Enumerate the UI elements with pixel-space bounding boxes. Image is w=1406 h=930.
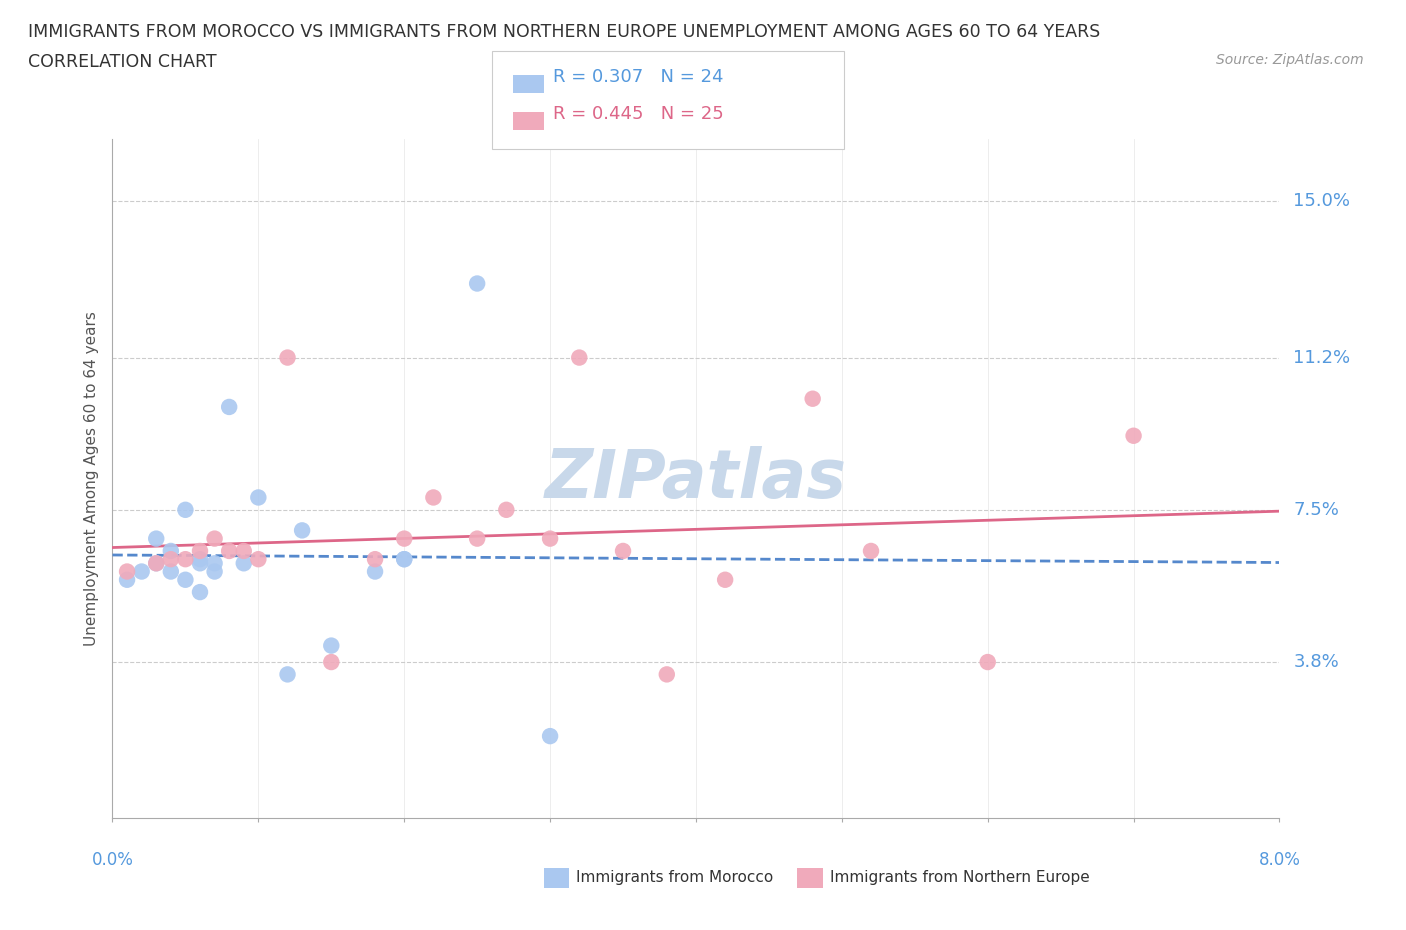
Text: R = 0.445   N = 25: R = 0.445 N = 25 [553,105,723,124]
Text: 3.8%: 3.8% [1294,653,1339,671]
Point [801,392,824,406]
Point [218,543,240,558]
Point [976,655,998,670]
Text: IMMIGRANTS FROM MOROCCO VS IMMIGRANTS FROM NORTHERN EUROPE UNEMPLOYMENT AMONG AG: IMMIGRANTS FROM MOROCCO VS IMMIGRANTS FR… [28,23,1101,41]
Point [188,585,211,600]
Point [568,350,591,365]
Point [145,531,167,546]
Point [204,531,226,546]
Point [495,502,517,517]
Point [247,490,270,505]
Text: CORRELATION CHART: CORRELATION CHART [28,53,217,71]
Point [714,572,737,587]
Point [145,556,167,571]
Point [188,551,211,566]
Point [188,543,211,558]
Text: 7.5%: 7.5% [1294,501,1340,519]
Text: 8.0%: 8.0% [1258,851,1301,869]
Point [276,350,298,365]
Point [364,551,387,566]
Point [232,543,254,558]
Point [131,565,153,579]
Y-axis label: Unemployment Among Ages 60 to 64 years: Unemployment Among Ages 60 to 64 years [83,312,98,646]
Point [115,565,138,579]
Text: Immigrants from Morocco: Immigrants from Morocco [576,870,773,885]
Point [465,531,488,546]
Point [247,551,270,566]
Text: Immigrants from Northern Europe: Immigrants from Northern Europe [830,870,1090,885]
Point [392,531,416,546]
Point [392,551,416,566]
Text: R = 0.307   N = 24: R = 0.307 N = 24 [553,68,723,86]
Point [115,572,138,587]
Point [204,565,226,579]
Point [174,502,197,517]
Point [291,523,314,538]
Text: 0.0%: 0.0% [91,851,134,869]
Point [392,551,416,566]
Text: Source: ZipAtlas.com: Source: ZipAtlas.com [1216,53,1364,67]
Point [859,543,883,558]
Text: 11.2%: 11.2% [1294,349,1351,366]
Point [364,565,387,579]
Point [422,490,444,505]
Text: 15.0%: 15.0% [1294,193,1350,210]
Point [538,729,561,744]
Point [465,276,488,291]
Point [204,556,226,571]
Point [174,551,197,566]
Point [538,531,561,546]
Point [174,572,197,587]
Point [1122,429,1144,444]
Point [160,565,183,579]
Point [145,556,167,571]
Point [188,556,211,571]
Point [276,667,298,682]
Point [612,543,634,558]
Point [160,551,183,566]
Point [321,655,343,670]
Point [321,638,343,653]
Point [218,400,240,415]
Text: ZIPatlas: ZIPatlas [546,446,846,512]
Point [655,667,678,682]
Point [160,543,183,558]
Point [232,556,254,571]
